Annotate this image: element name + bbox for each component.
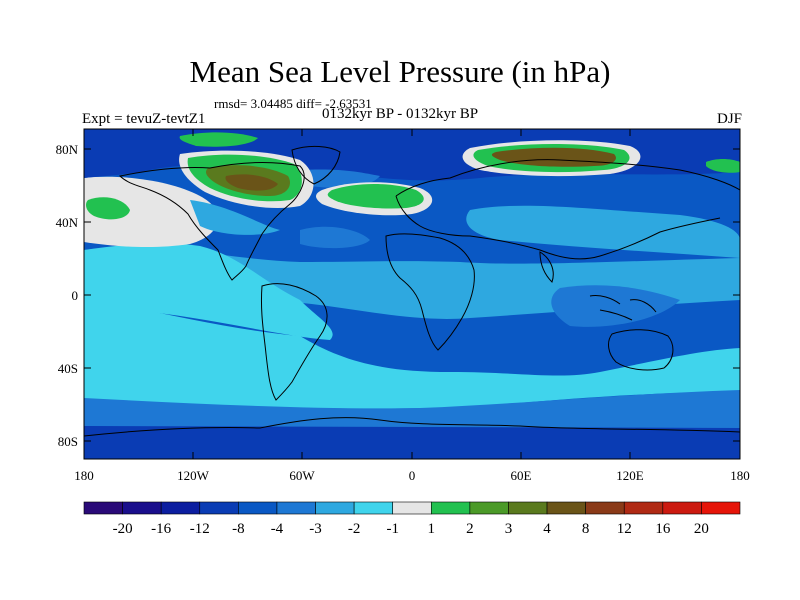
lon-label-120e: 120E (616, 468, 644, 483)
map-title: Mean Sea Level Pressure (in hPa) (189, 54, 611, 89)
colorbar-swatch (238, 501, 278, 515)
lon-label-60e: 60E (511, 468, 532, 483)
lat-label-80s: 80S (58, 434, 78, 449)
colorbar-label: -8 (232, 521, 245, 537)
colorbar-swatch (353, 501, 394, 515)
colorbar-label: -16 (151, 521, 171, 537)
colorbar-label: 16 (655, 521, 671, 537)
rmsd-diff-stats: rmsd= 3.04485 diff= -2.63531 (214, 96, 372, 111)
colorbar-swatch (430, 501, 471, 515)
lat-label-0: 0 (72, 288, 79, 303)
colorbar-label: 3 (505, 521, 513, 537)
lat-label-40n: 40N (56, 215, 79, 230)
colorbar-label: 2 (466, 521, 474, 537)
experiment-label: Expt = tevuZ-tevtZ1 (82, 111, 206, 127)
colorbar-swatch (662, 501, 702, 515)
colorbar-swatch (160, 501, 201, 515)
longitude-labels: 180 120W 60W 0 60E 120E 180 (74, 468, 750, 483)
colorbar-label: 8 (582, 521, 590, 537)
season-label: DJF (716, 111, 742, 127)
longitude-ticks (192, 129, 631, 459)
colorbar-label: -1 (386, 521, 399, 537)
colorbar-swatch (701, 501, 741, 515)
colorbar-label: -2 (348, 521, 361, 537)
colorbar-swatch (546, 501, 586, 515)
colorbar-swatch (585, 501, 625, 515)
colorbar-label: -20 (113, 521, 133, 537)
coastlines (84, 145, 740, 437)
lon-label-180-west: 180 (74, 468, 94, 483)
colorbar-label: 4 (543, 521, 551, 537)
period-label: 0132kyr BP - 0132kyr BP (322, 106, 479, 122)
colorbar-swatch (623, 501, 664, 515)
lon-label-60w: 60W (289, 468, 315, 483)
colorbar-swatch (508, 501, 548, 515)
colorbar-swatch (122, 501, 162, 515)
colorbar: -20 -16 -12 -8 -4 -3 -2 -1 1 2 3 4 8 12 16 20 (83, 501, 741, 537)
lat-label-40s: 40S (58, 361, 78, 376)
colorbar-swatch (276, 501, 316, 515)
colorbar-swatch (199, 501, 239, 515)
latitude-labels: 80N 40N 0 40S 80S (56, 142, 79, 449)
lat-label-80n: 80N (56, 142, 79, 157)
colorbar-swatch (392, 501, 432, 515)
colorbar-label: 1 (428, 521, 436, 537)
colorbar-label: 20 (694, 521, 709, 537)
colorbar-label: 12 (617, 521, 632, 537)
pressure-difference-field (84, 129, 740, 459)
colorbar-swatch (83, 501, 123, 515)
colorbar-label: -4 (271, 521, 284, 537)
colorbar-swatch (469, 501, 509, 515)
colorbar-label: -3 (309, 521, 322, 537)
colorbar-label: -12 (190, 521, 210, 537)
lon-label-180-east: 180 (730, 468, 750, 483)
lon-label-0: 0 (409, 468, 416, 483)
colorbar-swatch (315, 501, 355, 515)
latitude-ticks (84, 148, 740, 442)
lon-label-120w: 120W (177, 468, 210, 483)
